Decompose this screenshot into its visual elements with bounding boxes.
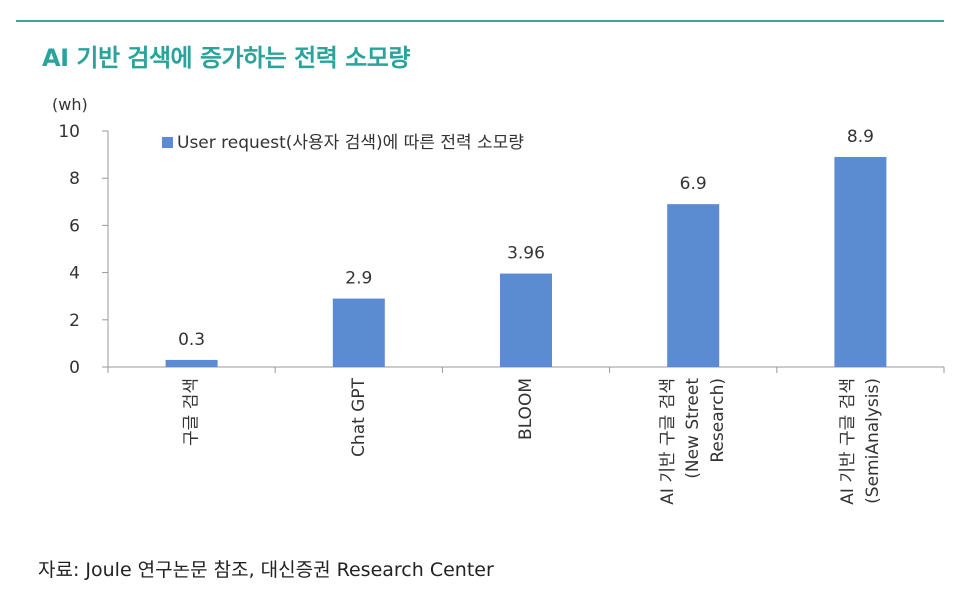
y-tick-label: 6	[69, 216, 80, 236]
x-tick-label: 구글 검색	[182, 378, 202, 446]
source-note: 자료: Joule 연구논문 참조, 대신증권 Research Center	[38, 559, 494, 581]
bar	[500, 273, 552, 367]
y-unit-label: (wh)	[52, 95, 88, 114]
legend-swatch	[162, 137, 173, 148]
x-tick-label: AI 기반 구글 검색	[838, 378, 858, 505]
bar-value-label: 6.9	[680, 174, 707, 194]
chart-title: AI 기반 검색에 증가하는 전력 소모량	[42, 44, 410, 72]
bar-value-label: 2.9	[345, 269, 372, 289]
x-tick-label: BLOOM	[516, 378, 536, 440]
y-tick-label: 2	[69, 311, 80, 331]
x-tick-label: Research)	[708, 378, 728, 463]
legend-label: User request(사용자 검색)에 따른 전력 소모량	[177, 133, 524, 153]
x-tick-label: Chat GPT	[349, 377, 369, 457]
x-tick-label: AI 기반 구글 검색	[658, 378, 678, 505]
y-tick-label: 0	[69, 358, 80, 378]
bar-value-label: 3.96	[507, 244, 545, 264]
bar	[834, 156, 887, 367]
top-rule	[16, 20, 944, 22]
x-tick-label: (SemiAnalysis)	[863, 378, 883, 504]
bar-value-label: 0.3	[178, 330, 205, 350]
y-tick-label: 10	[58, 122, 80, 142]
x-tick-label: (New Street	[683, 378, 703, 479]
bar	[667, 204, 720, 367]
bar-value-label: 8.9	[847, 127, 874, 147]
y-tick-label: 4	[69, 264, 80, 284]
y-tick-label: 8	[69, 169, 80, 189]
bar	[332, 298, 385, 367]
bar	[165, 359, 218, 367]
